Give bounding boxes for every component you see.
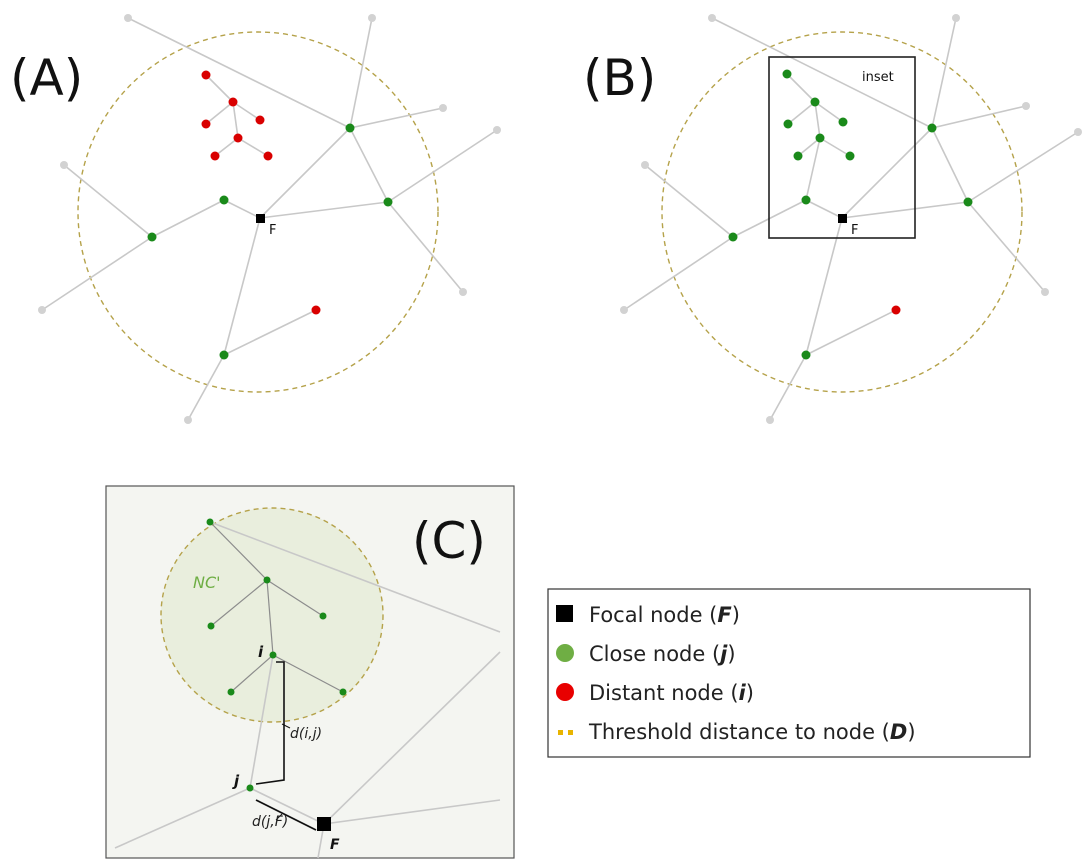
distant-nodes-a xyxy=(201,70,321,315)
distant-node-b xyxy=(891,305,901,315)
djf-label: d(j,F) xyxy=(252,814,288,830)
focal-label-b: F xyxy=(851,223,858,238)
node-i-label: i xyxy=(258,643,264,661)
dij-bracket xyxy=(255,661,285,785)
legend-item-distant: Distant node (i) xyxy=(589,681,754,705)
panel-a: (A) xyxy=(10,14,501,424)
threshold-legend-icon xyxy=(558,730,573,735)
nc-label: NC' xyxy=(193,573,221,592)
panel-a-label: (A) xyxy=(10,49,83,107)
close-nodes-a xyxy=(147,123,393,360)
legend-item-threshold: Threshold distance to node (D) xyxy=(588,720,916,744)
outer-nodes-b xyxy=(620,14,1082,424)
edges-c xyxy=(114,521,501,859)
legend: Focal node (F) Close node (j) Distant no… xyxy=(547,588,1031,758)
focal-node-c xyxy=(317,817,331,831)
focal-node-a xyxy=(256,214,265,223)
threshold-circle-a xyxy=(77,31,439,393)
panel-c: (C) NC' i j F d(i,j) d(j,F) xyxy=(105,485,515,859)
legend-item-focal: Focal node (F) xyxy=(589,603,740,627)
dij-tick xyxy=(281,723,291,729)
focal-node-b xyxy=(838,214,847,223)
close-legend-icon xyxy=(556,644,574,662)
nc-region xyxy=(160,507,384,723)
focal-label-a: F xyxy=(269,223,276,238)
dij-label: d(i,j) xyxy=(290,726,322,742)
inset-box xyxy=(768,56,916,239)
edges-b xyxy=(623,17,1079,421)
node-f-label: F xyxy=(330,837,340,853)
legend-box xyxy=(547,588,1031,758)
djf-bracket xyxy=(255,799,317,831)
outer-nodes-a xyxy=(38,14,501,424)
panel-b-label: (B) xyxy=(583,49,656,107)
threshold-circle-b xyxy=(661,31,1023,393)
close-nodes-b xyxy=(728,69,973,360)
legend-item-close: Close node (j) xyxy=(589,642,736,666)
panel-b: (B) xyxy=(583,14,1082,424)
inset-label: inset xyxy=(862,70,894,85)
edges-a xyxy=(41,17,498,421)
focal-legend-icon xyxy=(556,605,573,622)
panel-c-label: (C) xyxy=(412,512,486,570)
node-j-label: j xyxy=(232,772,240,790)
djf-tick xyxy=(275,813,283,821)
close-nodes-c xyxy=(206,518,347,792)
distant-legend-icon xyxy=(556,683,574,701)
